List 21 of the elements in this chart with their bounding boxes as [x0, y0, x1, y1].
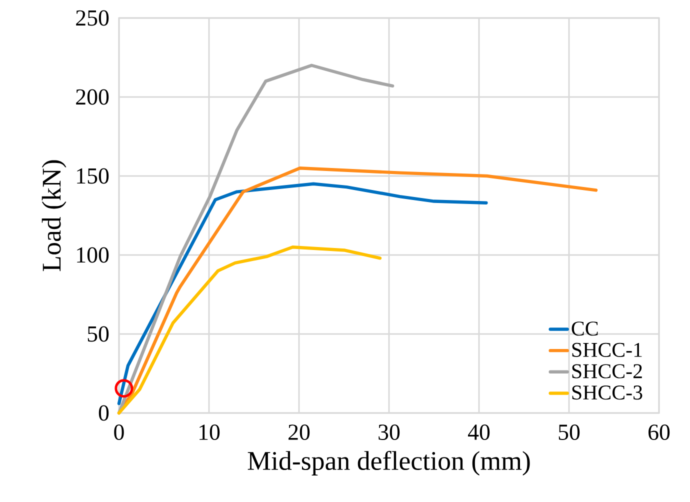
line-series — [117, 182, 488, 406]
y-tick-label: 250 — [76, 10, 109, 26]
x-tick-label: 50 — [558, 424, 580, 440]
y-tick-label: 100 — [77, 247, 109, 263]
y-tick-label: 200 — [76, 89, 109, 105]
x-tick-label: 10 — [200, 424, 220, 440]
x-tick-label: 60 — [648, 424, 670, 440]
y-tick-label: 150 — [77, 168, 109, 184]
y-axis-title: Load (kN) — [42, 160, 66, 272]
x-tick-label: 40 — [468, 424, 490, 440]
x-tick-label: 20 — [288, 424, 310, 440]
y-tick-label: 0 — [98, 405, 109, 421]
legend-label: SHCC-3 — [572, 386, 642, 400]
x-tick-label: 30 — [378, 424, 400, 440]
legend-label: CC — [572, 322, 598, 336]
x-axis-title: Mid-span deflection (mm) — [248, 450, 530, 476]
y-tick-label: 50 — [88, 326, 109, 342]
legend-label: SHCC-1 — [572, 342, 642, 357]
line-series — [117, 246, 382, 415]
legend-label: SHCC-2 — [572, 364, 642, 378]
x-tick-label: 0 — [114, 424, 124, 440]
